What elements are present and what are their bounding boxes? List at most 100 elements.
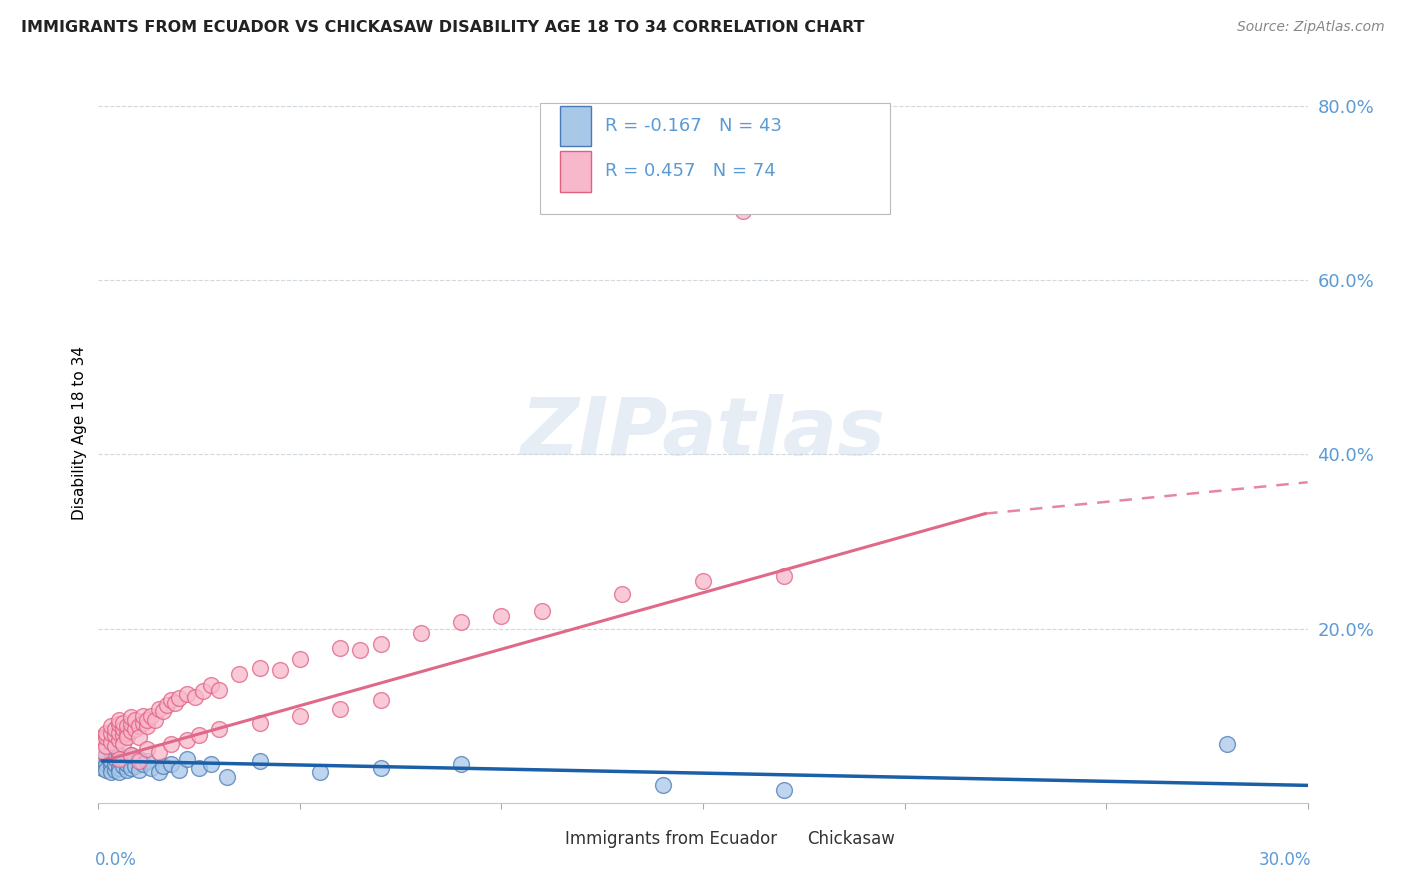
Point <box>115 726 138 740</box>
Point <box>167 763 190 777</box>
Point <box>148 702 170 716</box>
Point <box>91 761 114 775</box>
Point <box>132 756 155 771</box>
Point <box>193 684 215 698</box>
Point <box>329 702 352 716</box>
Point <box>96 763 118 777</box>
Point <box>100 759 122 773</box>
Point <box>208 682 231 697</box>
Text: 0.0%: 0.0% <box>94 851 136 869</box>
Point <box>152 704 174 718</box>
Point <box>370 761 392 775</box>
Point <box>176 687 198 701</box>
Point <box>103 750 125 764</box>
Point <box>450 756 472 771</box>
Point <box>188 761 211 775</box>
FancyBboxPatch shape <box>540 103 890 214</box>
Point <box>103 763 125 777</box>
Point <box>132 708 155 723</box>
Point <box>200 756 222 771</box>
Point <box>128 754 150 768</box>
Point <box>124 759 146 773</box>
Point <box>200 678 222 692</box>
Point <box>100 754 122 768</box>
Point <box>100 765 122 780</box>
Point <box>288 708 311 723</box>
Point <box>329 640 352 655</box>
Text: Chickasaw: Chickasaw <box>807 830 894 848</box>
Point <box>124 713 146 727</box>
Point <box>152 759 174 773</box>
Point <box>107 726 129 740</box>
Point <box>111 754 134 768</box>
Point <box>120 710 142 724</box>
Point <box>148 765 170 780</box>
Point <box>409 626 432 640</box>
Point <box>111 759 134 773</box>
Point <box>107 752 129 766</box>
Point <box>135 754 157 768</box>
Text: Source: ZipAtlas.com: Source: ZipAtlas.com <box>1237 20 1385 34</box>
Point <box>249 754 271 768</box>
Point <box>120 724 142 739</box>
Point <box>135 741 157 756</box>
Point <box>96 726 118 740</box>
Point <box>91 743 114 757</box>
Point <box>148 745 170 759</box>
Text: Immigrants from Ecuador: Immigrants from Ecuador <box>565 830 778 848</box>
Point <box>208 722 231 736</box>
Point <box>96 747 118 762</box>
Point <box>100 743 122 757</box>
Point <box>1216 737 1239 751</box>
Point <box>530 604 553 618</box>
Point <box>124 722 146 736</box>
Point <box>139 708 162 723</box>
Point <box>249 715 271 730</box>
Point <box>163 696 186 710</box>
Point <box>128 752 150 766</box>
Y-axis label: Disability Age 18 to 34: Disability Age 18 to 34 <box>72 345 87 520</box>
Point <box>111 728 134 742</box>
Point <box>491 608 513 623</box>
Point <box>692 574 714 588</box>
FancyBboxPatch shape <box>776 822 803 856</box>
FancyBboxPatch shape <box>561 105 591 146</box>
Point <box>135 713 157 727</box>
Point <box>184 690 207 704</box>
Point <box>107 761 129 775</box>
Point <box>111 722 134 736</box>
Point <box>167 691 190 706</box>
Point <box>111 752 134 766</box>
Point <box>733 203 755 218</box>
Point <box>156 698 179 713</box>
Point <box>249 661 271 675</box>
Point <box>370 637 392 651</box>
Point <box>309 765 332 780</box>
Point <box>96 756 118 771</box>
Point <box>111 715 134 730</box>
Text: R = 0.457   N = 74: R = 0.457 N = 74 <box>605 162 776 180</box>
Point <box>450 615 472 629</box>
Point <box>120 747 142 762</box>
Point <box>160 756 183 771</box>
Point <box>370 693 392 707</box>
Point <box>107 747 129 762</box>
FancyBboxPatch shape <box>561 151 591 192</box>
Point <box>120 717 142 731</box>
Point <box>132 715 155 730</box>
Point <box>107 733 129 747</box>
FancyBboxPatch shape <box>534 822 561 856</box>
Point <box>128 763 150 777</box>
Point <box>107 713 129 727</box>
Text: 30.0%: 30.0% <box>1258 851 1312 869</box>
Point <box>91 731 114 745</box>
Point <box>176 733 198 747</box>
Point <box>188 728 211 742</box>
Point <box>651 778 673 792</box>
Point <box>139 761 162 775</box>
Point <box>120 747 142 762</box>
Point <box>128 719 150 733</box>
Point <box>612 587 634 601</box>
Point <box>103 756 125 771</box>
Point <box>115 731 138 745</box>
